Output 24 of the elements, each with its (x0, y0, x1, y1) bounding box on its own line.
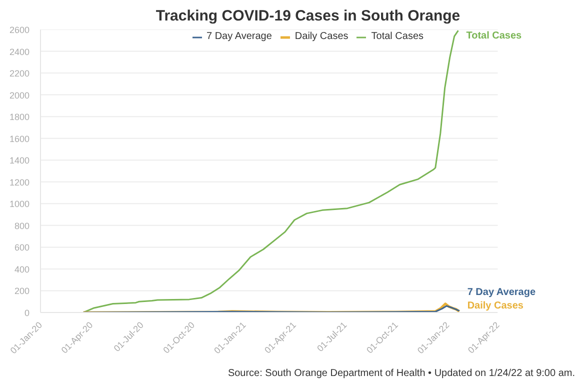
y-tick-label: 1200 (9, 177, 30, 188)
y-tick-label: 1000 (9, 199, 30, 210)
y-tick-label: 2600 (9, 25, 30, 35)
text: Total Cases (466, 30, 522, 42)
text: 7 Day Average (467, 286, 536, 298)
y-tick-label: 2200 (9, 68, 30, 79)
y-tick-label: 800 (14, 220, 30, 231)
legend-label: Daily Cases (294, 31, 348, 42)
y-tick-label: 600 (14, 242, 30, 253)
legend-label: 7 Day Average (206, 31, 272, 42)
line-series (82, 30, 459, 312)
line-series (82, 305, 460, 312)
legend-label: Total Cases (371, 31, 424, 42)
y-tick-label: 1600 (9, 134, 30, 144)
y-tick-label: 1400 (9, 156, 30, 166)
y-tick-label: 400 (14, 264, 30, 274)
y-tick-label: 200 (14, 286, 30, 296)
y-tick-label: 0 (24, 308, 30, 318)
source-note: Source: South Orange Department of Health • Updated on 1/24/22 at 9:00 am. (228, 367, 575, 381)
y-tick-label: 2000 (9, 90, 30, 100)
y-tick-label: 1800 (9, 112, 30, 122)
y-tick-label: 2400 (9, 46, 30, 57)
chart-title: Tracking COVID-19 Cases in South Orange (156, 8, 460, 24)
text: Daily Cases (467, 300, 524, 312)
